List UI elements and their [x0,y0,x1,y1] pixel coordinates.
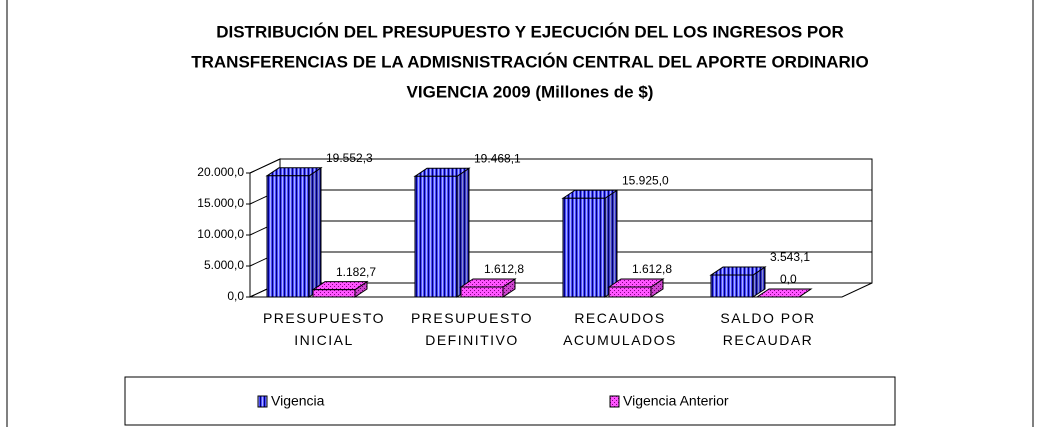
legend-swatch [257,395,268,408]
bar [710,274,754,298]
value-label: 15.925,0 [622,173,669,187]
value-label: 0,0 [780,272,797,286]
bar-side-shade [651,279,663,297]
frame [6,0,1034,427]
x-tick-label: RECAUDOS ACUMULADOS [563,310,677,348]
y-tick-label: 5.000,0 [204,258,244,272]
bar-top [755,288,813,298]
chart-title: VIGENCIA 2009 (Millones de $) [407,82,654,101]
bar-side-shade [309,167,321,297]
value-label: 19.552,3 [326,151,373,165]
bar-side-shade [503,279,515,297]
bar [266,175,310,298]
bar-side-shade [753,267,765,297]
y-tick-label: 15.000,0 [197,196,244,210]
bar-side-shade [457,168,469,297]
x-tick-label: PRESUPUESTO DEFINITIVO [410,310,534,348]
legend-label: Vigencia Anterior [623,393,729,409]
value-label: 1.182,7 [336,265,376,279]
bar [414,175,458,298]
legend-box [124,376,896,426]
chart-title: TRANSFERENCIAS DE LA ADMISNISTRACIÓN CEN… [191,52,869,71]
grid-line [249,158,281,174]
bar-side-shade [355,281,367,297]
legend-swatch [609,395,620,408]
bar [460,286,504,298]
value-label: 19.468,1 [474,151,521,165]
bar [312,289,356,298]
y-tick-label: 10.000,0 [197,227,244,241]
y-tick-label: 20.000,0 [197,165,244,179]
value-label: 1.612,8 [632,262,672,276]
legend-label: Vigencia [271,393,325,409]
bar [562,197,606,298]
x-tick-label: PRESUPUESTO INICIAL [262,310,386,348]
bar [608,286,652,298]
bar-side-shade [605,190,617,297]
x-tick-label: SALDO POR RECAUDAR [720,310,816,348]
value-label: 3.543,1 [770,250,810,264]
value-label: 1.612,8 [484,262,524,276]
y-tick-label: 0,0 [227,289,244,303]
chart-title: DISTRIBUCIÓN DEL PRESUPUESTO Y EJECUCIÓN… [216,22,844,41]
